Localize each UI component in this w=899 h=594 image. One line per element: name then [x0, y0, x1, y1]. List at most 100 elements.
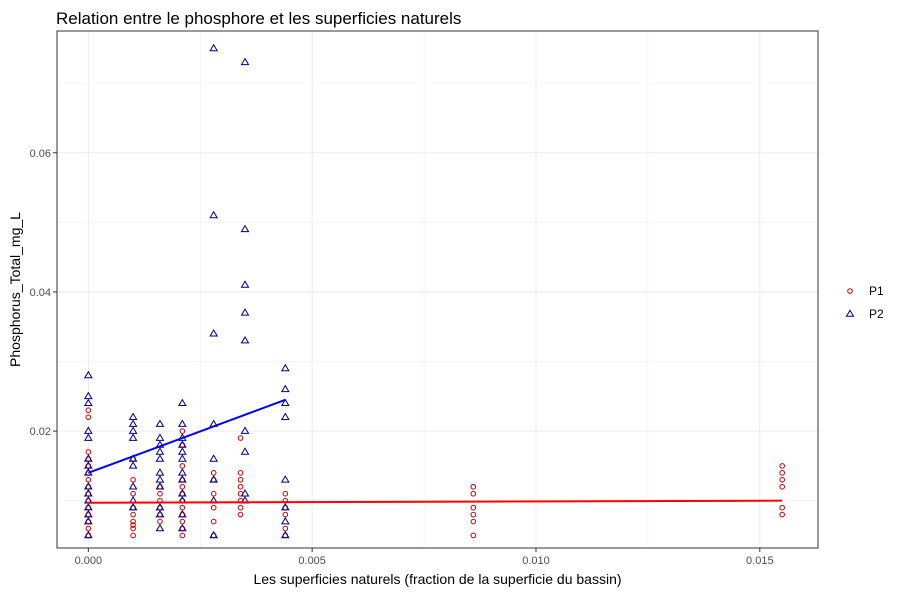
legend-key-p2: [845, 309, 855, 317]
y-tick-label: 0.04: [30, 287, 51, 299]
legend-label-p1: P1: [869, 284, 884, 298]
data-point-p2: [240, 447, 250, 455]
data-point-p1: [237, 470, 244, 476]
data-point-p2: [128, 502, 138, 511]
data-point-p2: [209, 43, 219, 52]
trend-lines: [87, 398, 783, 504]
data-point-p2: [240, 308, 250, 316]
data-point-p2: [280, 475, 290, 483]
data-point-p2: [177, 468, 187, 476]
legend: P1 P2: [845, 284, 884, 321]
data-point-p1: [779, 511, 785, 518]
data-point-p2: [240, 426, 250, 434]
axes: 0.000 0.005 0.010 0.015 0.02 0.04 0.06: [30, 148, 774, 567]
data-point-p1: [470, 532, 477, 539]
data-point-p1: [470, 483, 477, 490]
data-point-p1: [179, 483, 186, 490]
data-point-p2: [177, 454, 187, 462]
data-point-p2: [155, 468, 165, 476]
data-point-p2: [209, 475, 219, 483]
data-point-p1: [237, 483, 244, 490]
data-point-p2: [155, 475, 165, 483]
data-point-p1: [210, 518, 217, 525]
data-point-p1: [179, 518, 186, 525]
data-point-p1: [237, 477, 244, 483]
data-point-p2: [83, 516, 93, 525]
data-point-p2: [155, 509, 165, 518]
data-point-p1: [85, 414, 92, 420]
data-point-p2: [209, 530, 219, 539]
data-point-p2: [83, 398, 93, 407]
data-point-p2: [128, 426, 138, 434]
data-point-p2: [280, 412, 290, 420]
data-point-p2: [128, 461, 138, 469]
plot-panel-border: [56, 30, 819, 549]
data-point-p2: [128, 482, 138, 490]
legend-key-p1: [847, 288, 853, 294]
data-point-p1: [282, 490, 289, 497]
data-point-p1: [237, 511, 244, 518]
data-points: [83, 43, 785, 539]
x-tick-label: 0.000: [75, 555, 103, 567]
data-point-p2: [240, 335, 250, 344]
data-point-p1: [470, 504, 477, 511]
data-point-p2: [155, 523, 165, 532]
data-point-p1: [130, 477, 136, 483]
data-point-p2: [177, 447, 187, 455]
data-point-p2: [209, 328, 219, 337]
y-tick-label: 0.02: [30, 426, 51, 438]
data-point-p2: [177, 523, 187, 532]
y-axis-title: Phosphorus_Total_mg_L: [7, 212, 23, 367]
data-point-p1: [130, 532, 136, 539]
data-point-p1: [210, 504, 217, 511]
data-point-p2: [209, 210, 219, 219]
data-point-p2: [128, 419, 138, 427]
data-point-p1: [85, 407, 92, 414]
data-point-p1: [779, 504, 785, 511]
data-point-p1: [179, 463, 186, 469]
data-point-p1: [130, 511, 136, 518]
data-point-p1: [779, 483, 785, 490]
data-point-p2: [177, 419, 187, 427]
data-point-p1: [157, 490, 163, 497]
data-point-p2: [128, 433, 138, 441]
data-point-p2: [155, 454, 165, 462]
data-point-p2: [240, 57, 250, 66]
data-point-p2: [155, 433, 165, 441]
trend-line-p2: [87, 398, 286, 474]
x-tick-label: 0.015: [746, 555, 774, 567]
x-tick-label: 0.010: [522, 555, 550, 567]
x-tick-label: 0.005: [298, 555, 326, 567]
data-point-p1: [237, 435, 244, 441]
data-point-p1: [470, 490, 477, 497]
data-point-p2: [155, 482, 165, 490]
data-point-p2: [83, 530, 93, 539]
x-axis-title: Les superficies naturels (fraction de la…: [253, 571, 621, 587]
chart-title: Relation entre le phosphore et les super…: [56, 9, 461, 28]
data-point-p1: [157, 518, 163, 525]
data-point-p2: [280, 384, 290, 393]
data-point-p1: [130, 522, 136, 528]
data-point-p2: [280, 530, 290, 539]
data-point-p1: [179, 532, 186, 539]
data-point-p1: [779, 470, 785, 476]
legend-label-p2: P2: [869, 307, 884, 321]
data-point-p1: [130, 518, 136, 525]
data-point-p1: [779, 463, 785, 469]
data-point-p2: [155, 419, 165, 427]
data-point-p1: [179, 504, 186, 511]
data-point-p2: [83, 370, 93, 379]
data-point-p2: [240, 224, 250, 233]
data-point-p2: [155, 447, 165, 455]
trend-line-p1: [88, 499, 783, 504]
data-point-p1: [237, 504, 244, 511]
data-point-p2: [128, 412, 138, 420]
data-point-p1: [779, 477, 785, 483]
data-point-p2: [209, 454, 219, 462]
data-point-p2: [177, 475, 187, 483]
data-point-p2: [280, 502, 290, 511]
data-point-p2: [83, 433, 93, 441]
data-point-p1: [470, 511, 477, 518]
data-point-p2: [280, 398, 290, 407]
